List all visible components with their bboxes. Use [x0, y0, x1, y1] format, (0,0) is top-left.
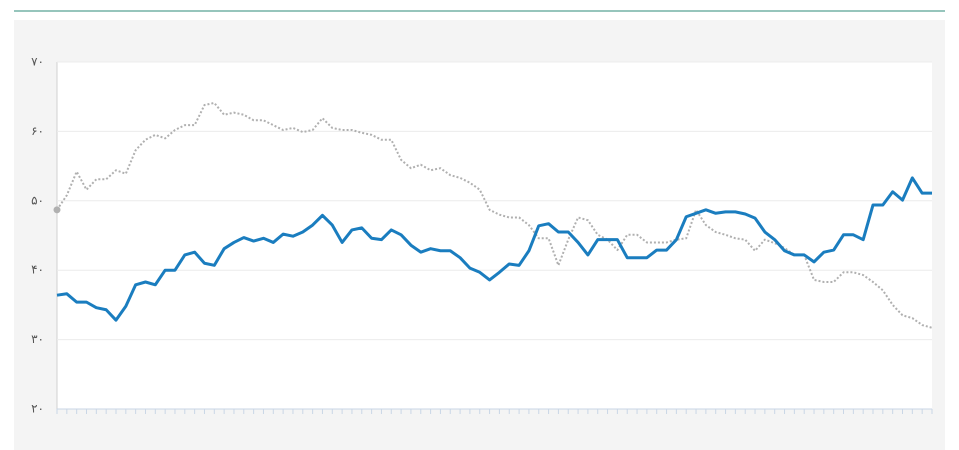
y-tick-label: ۶۰	[31, 124, 44, 138]
line-series	[56, 176, 932, 322]
y-tick-label: ۴۰	[31, 263, 44, 277]
line-series	[56, 101, 933, 329]
y-tick-label: ۲۰	[31, 402, 44, 416]
y-tick-label: ۵۰	[31, 193, 44, 207]
plot-area	[57, 62, 932, 409]
y-tick-label: ۷۰	[31, 55, 44, 69]
start-marker	[53, 206, 61, 214]
y-tick-label: ۳۰	[31, 332, 44, 346]
